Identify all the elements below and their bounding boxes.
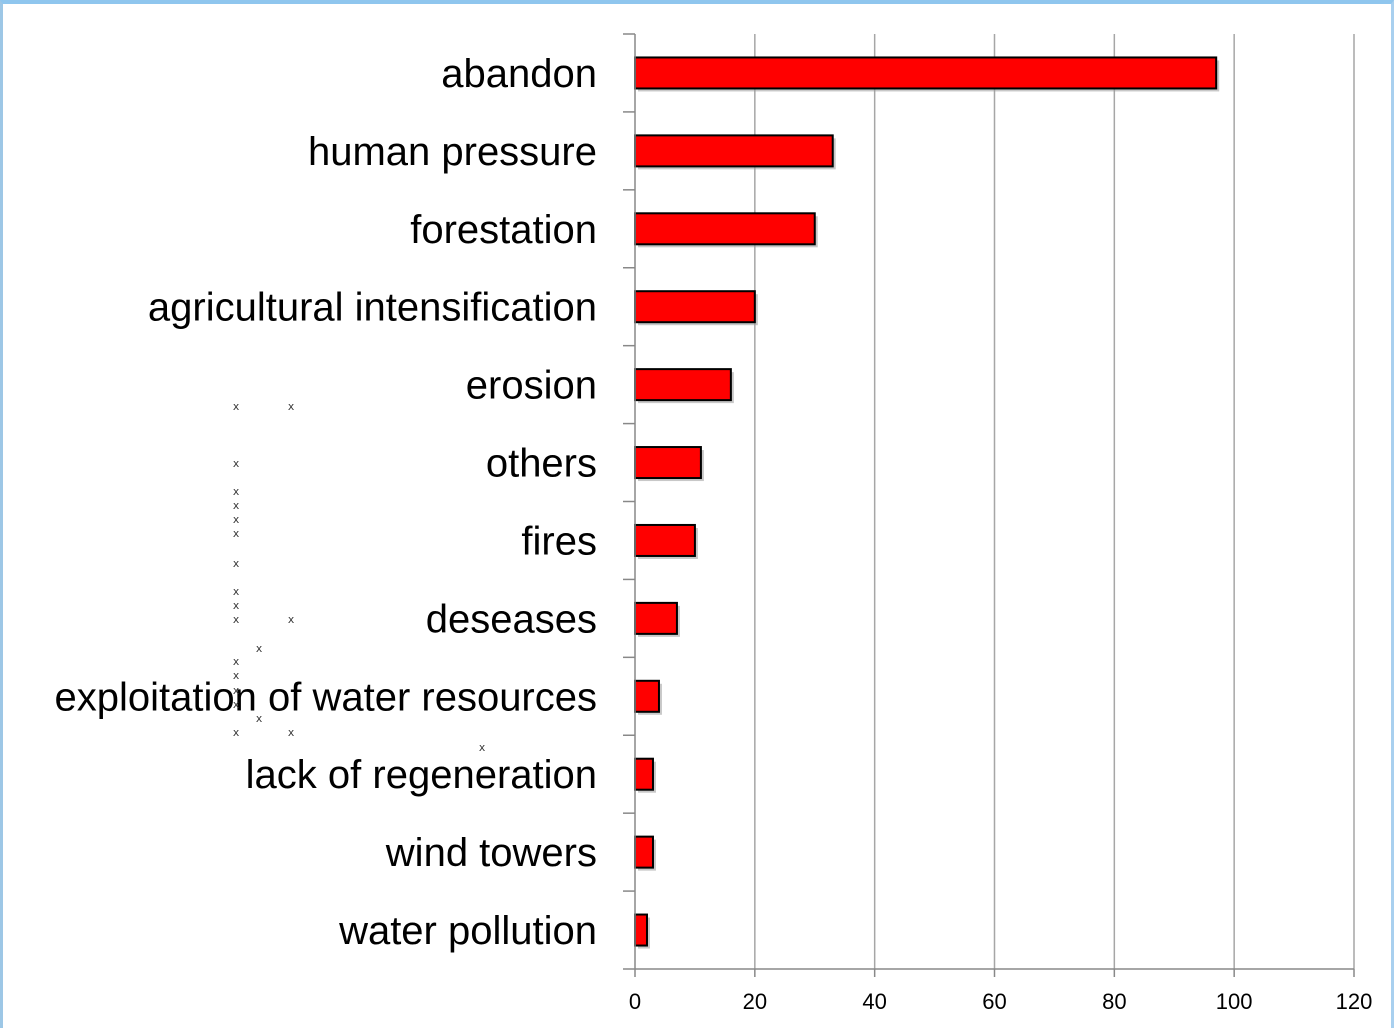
bar-human-pressure — [634, 134, 834, 168]
stray-mark: x — [233, 527, 240, 540]
category-label: deseases — [426, 597, 597, 641]
x-tick-label: 100 — [1216, 989, 1253, 1014]
category-label: wind towers — [385, 831, 597, 875]
category-label: others — [486, 442, 597, 486]
stray-mark: x — [233, 585, 240, 598]
category-label: lack of regeneration — [246, 753, 597, 797]
bar-lack-of-regeneration — [634, 757, 654, 791]
bar-erosion — [634, 368, 732, 402]
category-label: exploitation of water resources — [55, 675, 598, 719]
stray-mark: x — [233, 513, 240, 526]
stray-mark: x — [233, 684, 240, 697]
stray-mark: x — [233, 499, 240, 512]
bar-water-pollution — [634, 913, 648, 947]
category-label: forestation — [410, 208, 597, 252]
category-label: erosion — [466, 364, 597, 408]
bar-wind-towers — [634, 835, 654, 869]
bar-exploitation-of-water-resources — [634, 679, 660, 713]
stray-mark: x — [233, 698, 240, 711]
stray-mark: x — [233, 655, 240, 668]
bar-abandon — [634, 56, 1218, 90]
category-label: abandon — [441, 52, 597, 96]
stray-mark: x — [288, 613, 295, 626]
stray-mark: x — [233, 599, 240, 612]
bar-forestation — [634, 212, 816, 246]
gridlines — [754, 34, 1355, 969]
x-tick-label: 20 — [743, 989, 767, 1014]
stray-mark: x — [233, 726, 240, 739]
bars — [634, 56, 1220, 949]
stray-mark: x — [233, 669, 240, 682]
stray-mark: x — [479, 741, 486, 754]
bar-deseases — [634, 601, 678, 635]
bar-others — [634, 446, 702, 480]
stray-mark: x — [256, 642, 263, 655]
x-tick-label: 60 — [982, 989, 1006, 1014]
x-tick-label: 0 — [629, 989, 641, 1014]
category-labels: abandon human pressure forestation agricult… — [55, 52, 598, 953]
category-label: water pollution — [338, 909, 597, 953]
stray-mark: x — [233, 485, 240, 498]
bar-agricultural-intensification — [634, 290, 756, 324]
stray-mark: x — [233, 400, 240, 413]
stray-mark: x — [233, 557, 240, 570]
category-label: agricultural intensification — [148, 286, 597, 330]
x-tick-label: 120 — [1336, 989, 1373, 1014]
category-label: human pressure — [308, 130, 597, 174]
category-label: fires — [521, 519, 597, 563]
x-tick-label: 80 — [1102, 989, 1126, 1014]
tick-labels: 0 20 40 60 80 100 120 — [629, 989, 1372, 1014]
axes — [623, 33, 1355, 977]
x-tick-label: 40 — [862, 989, 886, 1014]
stray-mark: x — [256, 712, 263, 725]
stray-mark: x — [288, 400, 295, 413]
bar-fires — [634, 523, 696, 557]
stray-mark: x — [233, 457, 240, 470]
stray-mark: x — [233, 613, 240, 626]
stray-mark: x — [288, 726, 295, 739]
